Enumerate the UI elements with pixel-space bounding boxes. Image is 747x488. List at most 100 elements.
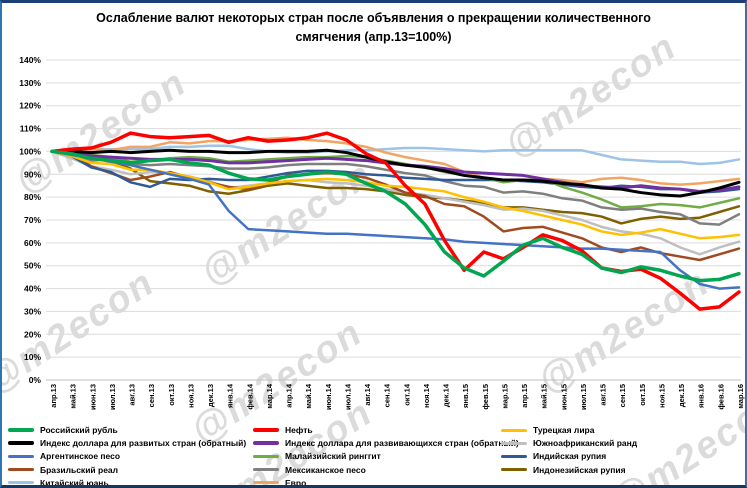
y-axis-label: 120%	[19, 101, 41, 111]
legend-swatch	[501, 468, 527, 472]
x-axis-label: янв.16	[697, 384, 706, 408]
x-axis-label: май.14	[304, 383, 313, 408]
legend-item: Южноафриканский ранд	[501, 437, 637, 449]
x-axis-label: май.15	[540, 384, 549, 409]
x-axis-label: фев.14	[245, 383, 254, 410]
x-axis-label: сен.15	[618, 384, 627, 407]
legend-label: Мексиканское песо	[285, 464, 366, 475]
legend-label: Южноафриканский ранд	[533, 438, 638, 449]
series-line-мексиканское-песо	[50, 150, 741, 226]
legend-item: Аргентинское песо	[8, 450, 120, 462]
x-axis-label: июл.14	[343, 383, 352, 410]
x-axis-label: фев.15	[481, 384, 490, 410]
legend-swatch	[501, 428, 527, 432]
legend-label: Индонезийская рупия	[533, 464, 626, 475]
x-axis-label: фев.16	[716, 384, 725, 410]
legend-item: Мексиканское песо	[253, 464, 366, 476]
x-axis-label: ноя.15	[657, 384, 666, 408]
y-axis-label: 30%	[24, 306, 41, 316]
x-axis-label: мар.16	[736, 384, 745, 409]
x-axis-label: сен.14	[383, 383, 392, 407]
x-axis-label: сен.13	[147, 384, 156, 407]
x-axis-label: май.13	[69, 384, 78, 409]
legend-swatch	[501, 441, 527, 445]
legend-swatch	[253, 481, 279, 485]
x-axis-label: авг.15	[599, 384, 608, 406]
y-axis-label: 110%	[20, 124, 42, 134]
legend-item: Индонезийская рупия	[501, 464, 626, 476]
legend-swatch	[253, 468, 279, 472]
legend-label: Евро	[285, 477, 307, 488]
x-axis-label: окт.15	[638, 384, 647, 406]
x-axis-label: июл.13	[108, 384, 117, 410]
y-axis-label: 90%	[24, 169, 41, 179]
y-axis-label: 100%	[19, 146, 41, 156]
x-axis-label: дек.13	[206, 384, 215, 407]
legend-swatch	[253, 441, 279, 446]
y-axis-label: 50%	[24, 261, 41, 271]
series-line-индонезийская-рупия	[50, 150, 741, 225]
y-axis-label: 10%	[24, 352, 41, 362]
legend-label: Индийская рупия	[533, 451, 607, 462]
x-axis-label: янв.15	[461, 384, 470, 408]
chart-legend: Российский рубль Индекс доллара для разви…	[2, 424, 745, 488]
legend-swatch	[253, 428, 279, 432]
series-line-китайский-юань	[50, 144, 741, 166]
legend-swatch	[8, 428, 34, 432]
x-axis-label: июн.14	[324, 383, 333, 410]
legend-label: Малайзийский ринггит	[285, 451, 381, 462]
legend-item: Индекс доллара для развивающихся стран (…	[253, 437, 519, 449]
legend-label: Индекс доллара для развивающихся стран (…	[285, 438, 519, 449]
legend-item: Индекс доллара для развитых стран (обрат…	[8, 437, 246, 449]
series-line-аргентинское-песо	[50, 150, 741, 290]
legend-label: Индекс доллара для развитых стран (обрат…	[40, 438, 247, 449]
legend-swatch	[8, 441, 34, 446]
legend-swatch	[8, 468, 34, 472]
x-axis-label: ноя.13	[186, 384, 195, 408]
x-axis-label: апр.15	[520, 384, 529, 408]
x-axis-label: июн.15	[559, 384, 568, 410]
legend-swatch	[501, 454, 527, 458]
x-axis-label: апр.13	[49, 384, 58, 408]
y-axis-label: 80%	[24, 192, 41, 202]
x-axis-label: апр.14	[285, 383, 294, 408]
legend-item: Российский рубль	[8, 424, 118, 436]
x-axis-label: окт.14	[402, 383, 411, 406]
series-line-индекс-доллара-для-развитых-стран-(обратный)	[50, 148, 741, 198]
legend-item: Турецкая лира	[501, 424, 594, 436]
legend-item: Бразильский реал	[8, 464, 118, 476]
legend-label: Турецкая лира	[533, 425, 595, 435]
legend-item: Китайский юань	[8, 477, 109, 488]
legend-item: Нефть	[253, 424, 313, 436]
legend-label: Российский рубль	[40, 425, 118, 435]
legend-item: Индийская рупия	[501, 450, 606, 462]
legend-swatch	[253, 454, 279, 458]
chart-title: Ослабление валют некоторых стран после о…	[96, 11, 651, 44]
x-axis-label: июл.15	[579, 384, 588, 410]
y-axis-label: 130%	[19, 78, 41, 88]
x-axis-label: авг.13	[128, 384, 137, 406]
legend-item: Евро	[253, 477, 307, 488]
x-axis-label: дек.14	[442, 383, 451, 407]
y-axis-label: 60%	[24, 238, 41, 248]
legend-item: Малайзийский ринггит	[253, 450, 381, 462]
x-axis-label: июн.13	[88, 384, 97, 410]
legend-swatch	[8, 454, 34, 458]
series-line-южноафриканский-ранд	[50, 150, 741, 256]
y-axis-label: 140%	[19, 55, 41, 65]
x-axis-label: мар.14	[265, 383, 274, 408]
x-axis-label: окт.13	[167, 384, 176, 406]
line-chart: 0% 10% 20% 30% 40% 50% 60% 70% 80% 90% 100% 110% 120…	[19, 55, 745, 410]
x-axis-label: ноя.14	[422, 383, 431, 408]
y-axis-label: 20%	[24, 329, 41, 339]
x-axis-label: авг.14	[363, 383, 372, 405]
x-axis-label: мар.15	[500, 384, 509, 409]
y-axis-label: 0%	[29, 375, 42, 385]
x-axis-label: дек.15	[677, 384, 686, 407]
legend-swatch	[8, 481, 34, 485]
legend-label: Аргентинское песо	[40, 451, 121, 462]
series-line-евро	[50, 136, 741, 186]
legend-label: Китайский юань	[40, 477, 109, 488]
y-axis-label: 70%	[24, 215, 41, 225]
